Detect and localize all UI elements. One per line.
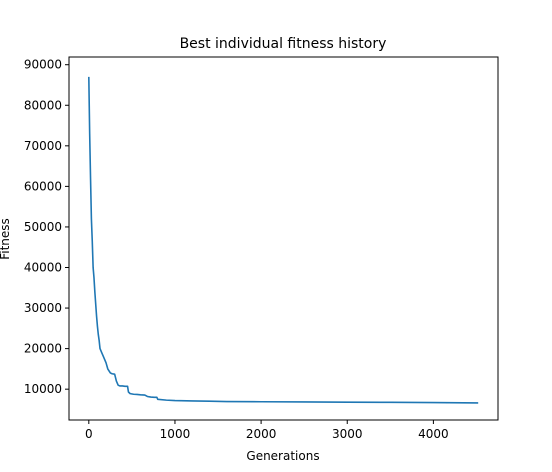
x-tick-label: 0 bbox=[85, 427, 93, 441]
plot-area bbox=[68, 56, 499, 421]
y-tick-label: 10000 bbox=[24, 382, 62, 396]
y-tick-label: 70000 bbox=[24, 139, 62, 153]
y-tick-label: 20000 bbox=[24, 342, 62, 356]
y-tick-label: 40000 bbox=[24, 260, 62, 274]
x-tick-label: 3000 bbox=[332, 427, 363, 441]
y-axis-label: Fitness bbox=[0, 218, 12, 260]
x-axis: 0 1000 2000 3000 4000 bbox=[85, 420, 449, 441]
x-axis-label: Generations bbox=[246, 449, 319, 463]
x-tick-label: 4000 bbox=[418, 427, 449, 441]
y-tick-label: 90000 bbox=[24, 58, 62, 72]
fitness-series-line bbox=[88, 76, 479, 404]
x-tick-label: 2000 bbox=[246, 427, 277, 441]
x-tick-label: 1000 bbox=[160, 427, 191, 441]
chart-title: Best individual fitness history bbox=[180, 36, 387, 52]
y-tick-label: 30000 bbox=[24, 301, 62, 315]
y-tick-label: 60000 bbox=[24, 179, 62, 193]
plot-frame bbox=[68, 56, 499, 421]
y-tick-label: 50000 bbox=[24, 220, 62, 234]
y-axis: 10000 20000 30000 40000 50000 60000 70000 80000… bbox=[24, 58, 69, 396]
y-tick-label: 80000 bbox=[24, 98, 62, 112]
